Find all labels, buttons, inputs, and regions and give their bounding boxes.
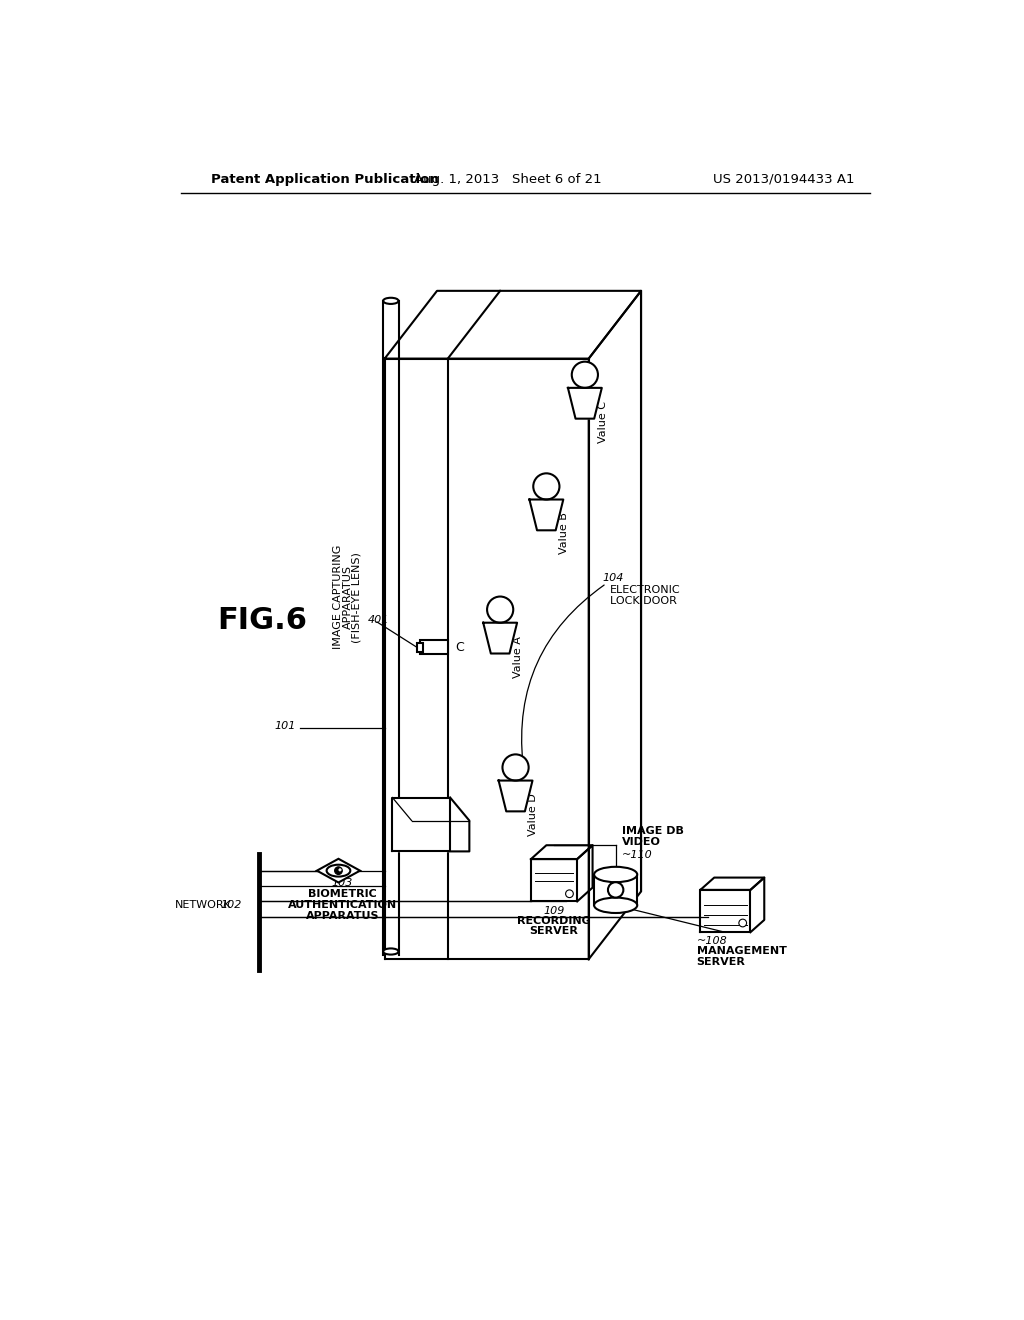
Text: FIG.6: FIG.6 (217, 606, 307, 635)
Text: 102: 102 (221, 900, 243, 911)
Circle shape (503, 755, 528, 780)
Text: APPARATUS: APPARATUS (343, 565, 352, 630)
Text: IMAGE DB: IMAGE DB (622, 826, 684, 837)
Text: US 2013/0194433 A1: US 2013/0194433 A1 (713, 173, 854, 186)
Text: RECORDING: RECORDING (517, 916, 591, 925)
Text: APPARATUS: APPARATUS (305, 911, 379, 920)
Ellipse shape (594, 898, 637, 913)
Polygon shape (568, 388, 602, 418)
Circle shape (608, 882, 624, 898)
Polygon shape (499, 780, 532, 812)
Text: ~110: ~110 (622, 850, 652, 861)
Bar (594, 875, 637, 906)
Text: C: C (456, 640, 464, 653)
Text: MANAGEMENT: MANAGEMENT (696, 946, 786, 957)
Polygon shape (483, 623, 517, 653)
Text: VIDEO: VIDEO (622, 837, 660, 847)
Ellipse shape (383, 298, 398, 304)
Bar (417, 643, 423, 652)
Polygon shape (316, 859, 360, 883)
Bar (420, 640, 447, 655)
Text: 109: 109 (544, 906, 565, 916)
Text: D: D (511, 763, 520, 772)
Text: SERVER: SERVER (529, 925, 579, 936)
Ellipse shape (383, 948, 398, 954)
Circle shape (565, 890, 573, 898)
Ellipse shape (594, 867, 637, 882)
Text: 101: 101 (274, 721, 296, 731)
Ellipse shape (327, 865, 350, 876)
Text: BIOMETRIC: BIOMETRIC (308, 890, 377, 899)
Text: SERVER: SERVER (696, 957, 745, 966)
Polygon shape (392, 797, 451, 851)
Text: 104: 104 (602, 573, 624, 583)
Circle shape (739, 919, 746, 927)
Text: A: A (497, 605, 504, 615)
Text: 401: 401 (368, 615, 389, 626)
Circle shape (571, 362, 598, 388)
Text: ELECTRONIC: ELECTRONIC (610, 585, 681, 594)
Text: Value A: Value A (513, 636, 523, 677)
Text: Aug. 1, 2013   Sheet 6 of 21: Aug. 1, 2013 Sheet 6 of 21 (414, 173, 602, 186)
Text: Value B: Value B (559, 512, 569, 554)
Circle shape (339, 869, 341, 871)
Text: Patent Application Publication: Patent Application Publication (211, 173, 439, 186)
Text: ~108: ~108 (696, 936, 727, 946)
Polygon shape (529, 499, 563, 531)
Circle shape (534, 474, 559, 499)
Text: LOCK DOOR: LOCK DOOR (610, 597, 677, 606)
Text: (FISH-EYE LENS): (FISH-EYE LENS) (352, 552, 361, 643)
Text: 103: 103 (332, 878, 353, 888)
Text: C: C (581, 370, 589, 380)
Circle shape (335, 867, 342, 875)
Text: AUTHENTICATION: AUTHENTICATION (288, 900, 397, 909)
Text: B: B (543, 482, 550, 491)
Circle shape (487, 597, 513, 623)
Text: IMAGE CAPTURING: IMAGE CAPTURING (334, 545, 343, 649)
Text: NETWORK: NETWORK (175, 900, 232, 911)
Text: Value C: Value C (598, 401, 607, 444)
Text: Value D: Value D (528, 793, 539, 837)
